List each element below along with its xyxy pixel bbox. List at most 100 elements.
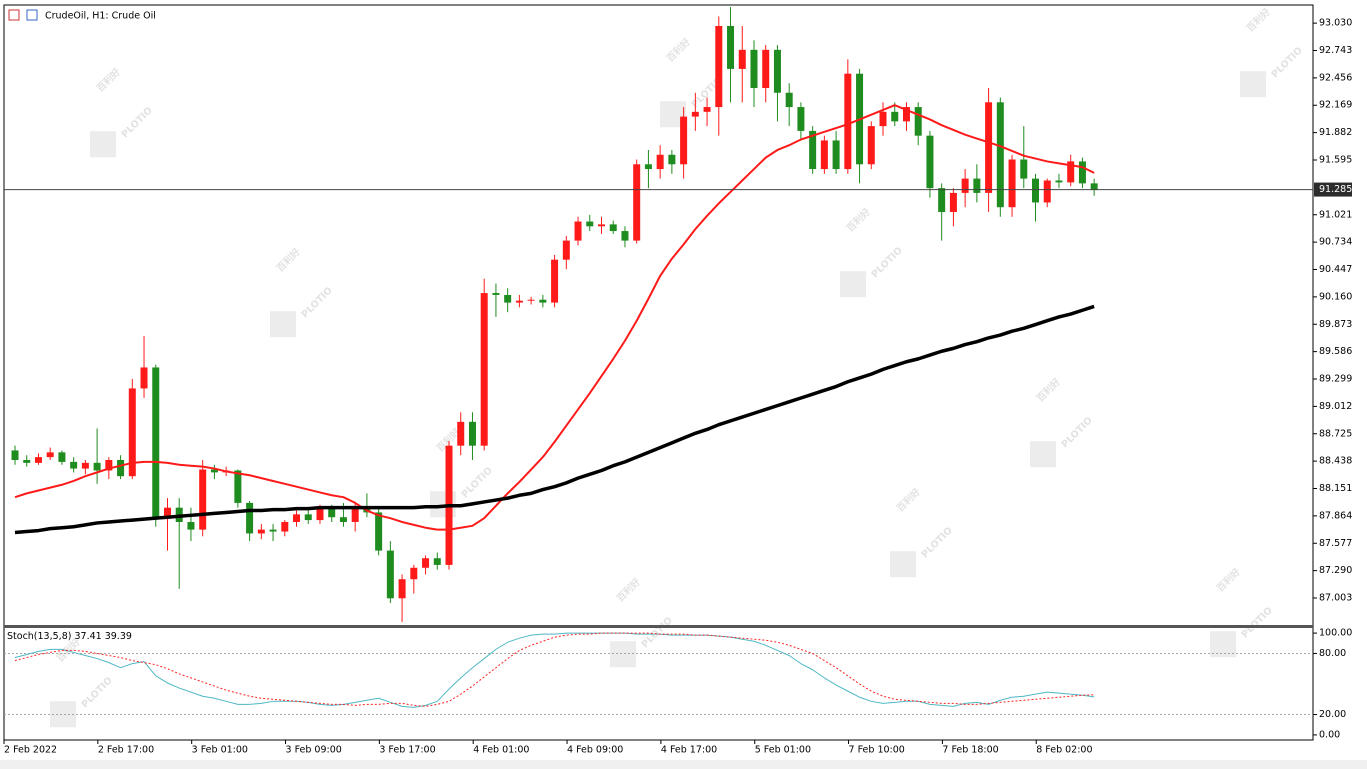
candle-body	[70, 461, 78, 469]
candle-body	[375, 512, 383, 551]
x-tick-label: 7 Feb 18:00	[942, 745, 998, 756]
watermark-diamond	[610, 641, 637, 668]
indicator-name: Stoch(13,5,8)	[7, 631, 71, 642]
y-tick-label: 88.438	[1319, 456, 1352, 467]
candle-body	[703, 107, 711, 112]
candle-body	[738, 49, 746, 69]
candle-body	[562, 240, 570, 260]
candle-body	[117, 459, 125, 477]
candle-body	[1043, 180, 1051, 203]
candle-body	[23, 459, 31, 463]
candle-body	[140, 367, 148, 389]
icon-box	[26, 9, 38, 21]
candle-body	[551, 259, 559, 303]
candle-body	[773, 49, 781, 93]
candle-body	[668, 154, 676, 165]
watermark-diamond	[840, 271, 867, 298]
candle-body	[1067, 161, 1075, 183]
candle-body	[1055, 180, 1063, 183]
y-tick-label: 89.873	[1319, 319, 1352, 330]
indicator-label: Stoch(13,5,8) 37.41 39.39	[7, 631, 132, 642]
panel-separator	[4, 625, 1313, 628]
candle-body	[257, 529, 265, 534]
candle-body	[281, 521, 289, 532]
x-tick-label: 2 Feb 2022	[4, 745, 57, 756]
x-tick-label: 4 Feb 09:00	[567, 745, 623, 756]
candle-body	[715, 25, 723, 108]
current-price-label: 91.285	[1319, 184, 1352, 195]
y-tick-label: 91.882	[1319, 127, 1352, 138]
y-tick-label: 91.595	[1319, 155, 1352, 166]
candle-body	[457, 421, 465, 446]
x-tick-label: 3 Feb 17:00	[379, 745, 435, 756]
y-tick-label: 87.864	[1319, 510, 1352, 521]
y-tick-label: 100.00	[1319, 628, 1352, 639]
candle-body	[961, 178, 969, 193]
candle-body	[973, 178, 981, 193]
indicator-line	[14, 632, 1095, 707]
candle-body	[293, 514, 301, 522]
candle-body	[809, 130, 817, 170]
candle-body	[11, 450, 19, 460]
indicator-line	[14, 632, 1095, 708]
candle-body	[468, 421, 476, 446]
candle-body	[797, 107, 805, 131]
candle-body	[34, 457, 42, 463]
candle-body	[504, 294, 512, 303]
candle-body	[386, 550, 394, 599]
candle-body	[844, 73, 852, 170]
candle-body	[93, 462, 101, 471]
y-tick-label: 89.586	[1319, 346, 1352, 357]
y-tick-label: 87.003	[1319, 593, 1352, 604]
candle-body	[304, 514, 312, 521]
watermark-diamond	[1210, 631, 1237, 658]
candle-body	[199, 469, 207, 530]
candle-body	[574, 221, 582, 241]
candle-body	[785, 92, 793, 108]
candle-body	[128, 388, 136, 477]
y-tick-label: 89.299	[1319, 374, 1352, 385]
y-tick-label: 90.160	[1319, 291, 1352, 302]
candle-body	[1078, 161, 1086, 184]
candle-body	[351, 507, 359, 522]
candle-body	[527, 299, 535, 301]
watermark-diamond	[1240, 71, 1267, 98]
candle-body	[339, 517, 347, 522]
watermark-diamond	[890, 551, 917, 578]
candle-body	[985, 102, 993, 193]
symbol-icon	[8, 9, 38, 21]
x-tick-label: 8 Feb 02:00	[1036, 745, 1092, 756]
candle-body	[210, 469, 218, 473]
indicator-line	[14, 304, 1095, 535]
y-tick-label: 87.290	[1319, 565, 1352, 576]
y-tick-label: 20.00	[1319, 709, 1346, 720]
candle-body	[867, 126, 875, 165]
candle-body	[1032, 178, 1040, 203]
x-tick-label: 5 Feb 01:00	[755, 745, 811, 756]
candle-body	[949, 192, 957, 212]
candle-body	[879, 111, 887, 127]
candle-body	[1008, 159, 1016, 208]
candle-body	[586, 221, 594, 227]
y-tick-label: 88.725	[1319, 428, 1352, 439]
candle-body	[515, 300, 523, 303]
x-tick-label: 2 Feb 17:00	[98, 745, 154, 756]
y-tick-label: 87.577	[1319, 538, 1352, 549]
candle-body	[422, 558, 430, 568]
candle-body	[891, 111, 899, 122]
candle-body	[996, 102, 1004, 208]
x-tick-label: 3 Feb 09:00	[286, 745, 342, 756]
candle-body	[633, 164, 641, 241]
candle-body	[832, 140, 840, 170]
x-tick-label: 7 Feb 10:00	[849, 745, 905, 756]
indicator-d: 39.39	[105, 631, 132, 642]
candle-body	[163, 507, 171, 518]
candle-body	[1090, 183, 1098, 191]
candle-body	[46, 452, 54, 458]
candle-body	[480, 293, 488, 446]
y-tick-label: 0.00	[1319, 729, 1340, 740]
candle-body	[609, 224, 617, 232]
x-tick-label: 4 Feb 17:00	[661, 745, 717, 756]
tab-strip	[0, 760, 1367, 769]
y-tick-label: 92.169	[1319, 100, 1352, 111]
